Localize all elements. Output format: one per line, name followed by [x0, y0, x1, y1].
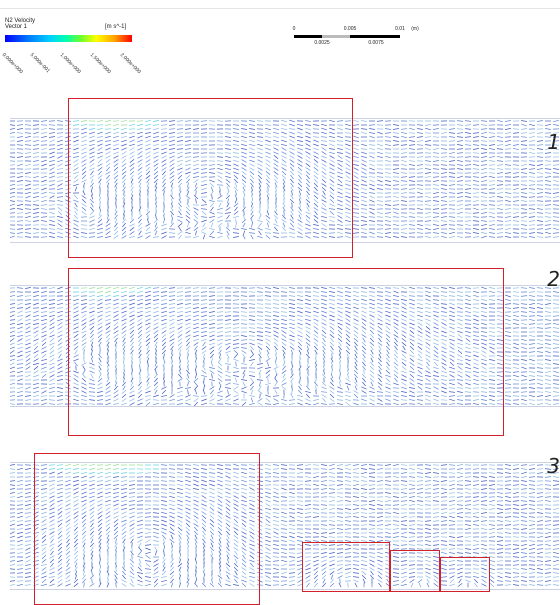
- legend-title: N2 Velocity: [5, 18, 36, 24]
- highlight-box: [68, 98, 353, 258]
- legend-tick-label: 1.000e+000: [58, 52, 82, 76]
- panel-number: 3: [547, 454, 560, 478]
- panel-number: 2: [547, 267, 560, 291]
- vector-field-plot: [10, 285, 560, 407]
- highlight-box: [390, 550, 440, 592]
- scale-bar: 0 0.005 0.01 (m) 0.0025 0.0075: [282, 26, 422, 66]
- highlight-box: [34, 453, 260, 605]
- scale-segment: [294, 35, 322, 38]
- top-divider: [0, 8, 560, 9]
- vector-field-panel-2: 2: [10, 267, 560, 407]
- legend-tick-label: 1.500e+000: [88, 52, 112, 76]
- highlight-box: [302, 542, 390, 592]
- panel-number: 1: [547, 130, 560, 154]
- legend-tick-label: 5.000e-001: [28, 52, 51, 75]
- highlight-box: [440, 557, 490, 592]
- legend-subtitle: Vector 1: [5, 24, 28, 30]
- vector-field-panel-3: 3: [10, 454, 560, 590]
- legend-tick-label: 0.000e+000: [0, 52, 24, 76]
- scale-label: 0: [292, 26, 296, 32]
- velocity-legend: N2 Velocity Vector 1 [m s^-1] 0.000e+000…: [1, 18, 165, 98]
- vector-field-panel-1: 1: [10, 118, 560, 243]
- scale-label: 0.005: [343, 26, 357, 32]
- scale-segment: [350, 35, 400, 38]
- vector-field-plot: [10, 462, 560, 590]
- legend-colorbar: [5, 35, 132, 42]
- scale-unit: (m): [411, 26, 419, 32]
- legend-unit: [m s^-1]: [105, 24, 127, 30]
- scale-segment: [322, 35, 350, 38]
- vector-field-plot: [10, 118, 560, 243]
- scale-label: 0.0075: [368, 40, 384, 46]
- legend-tick-label: 2.000e+000: [118, 52, 142, 76]
- scale-label: 0.0025: [314, 40, 330, 46]
- highlight-box: [68, 268, 504, 436]
- scale-label: 0.01: [395, 26, 405, 32]
